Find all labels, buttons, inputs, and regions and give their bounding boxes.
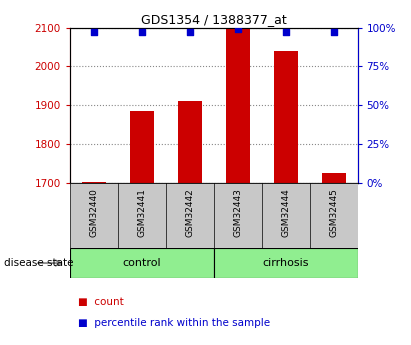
Bar	[130, 111, 154, 183]
Text: ■  percentile rank within the sample: ■ percentile rank within the sample	[78, 318, 270, 327]
Text: cirrhosis: cirrhosis	[262, 258, 309, 268]
Text: GSM32440: GSM32440	[89, 188, 98, 237]
Text: control: control	[122, 258, 161, 268]
Point	[139, 29, 145, 35]
Text: GSM32444: GSM32444	[281, 188, 290, 237]
Bar	[214, 248, 358, 278]
Text: GSM32445: GSM32445	[329, 188, 338, 237]
Bar	[322, 173, 346, 183]
Point	[234, 26, 241, 32]
Text: ■  count: ■ count	[78, 297, 124, 307]
Point	[330, 29, 337, 35]
Text: disease state: disease state	[4, 258, 74, 268]
Bar	[178, 101, 202, 183]
Text: GSM32443: GSM32443	[233, 188, 242, 237]
Bar	[70, 248, 214, 278]
Point	[90, 29, 97, 35]
Text: GSM32441: GSM32441	[137, 188, 146, 237]
Bar	[82, 182, 106, 183]
Text: GSM32442: GSM32442	[185, 188, 194, 237]
Bar	[70, 183, 358, 248]
Point	[187, 29, 193, 35]
Bar	[274, 51, 298, 183]
Bar	[226, 28, 250, 183]
Title: GDS1354 / 1388377_at: GDS1354 / 1388377_at	[141, 13, 286, 27]
Point	[282, 29, 289, 35]
